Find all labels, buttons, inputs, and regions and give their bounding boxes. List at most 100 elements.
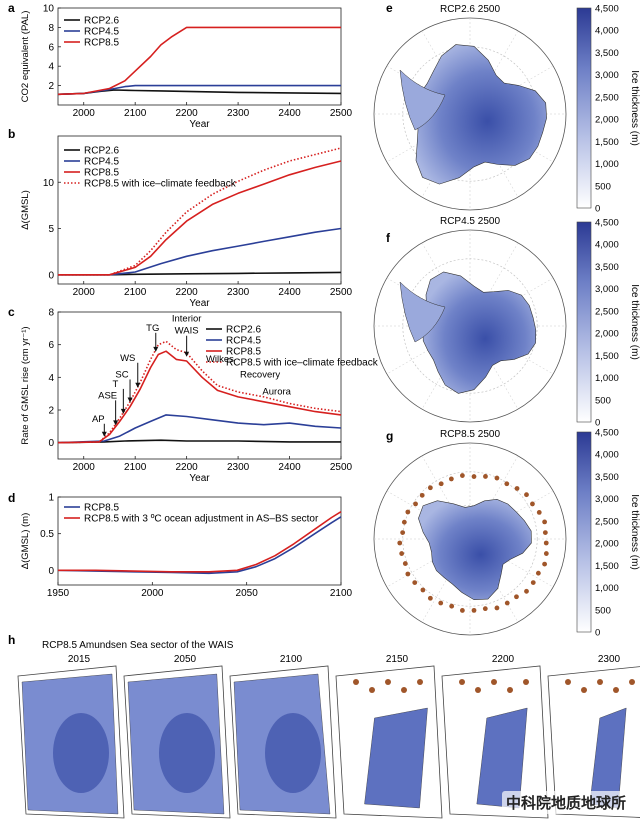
colorbar-tick-label: 4,000 <box>595 240 619 251</box>
annotation-label: TG <box>146 323 159 334</box>
retreated-ice-marker <box>412 580 418 586</box>
map-f: f RCP4.5 2500 0 500 1,000 1,500 2,000 2,500 3,00… <box>373 216 640 429</box>
retreated-ice-marker <box>581 687 587 693</box>
colorbar-tick-label: 2,000 <box>595 539 619 550</box>
series-line-3 <box>58 147 342 276</box>
x-tick-label: 2400 <box>278 108 301 119</box>
annotation-label: SC <box>115 369 128 380</box>
colorbar-label: Ice thickness (m) <box>629 70 640 146</box>
series-line-1 <box>57 414 342 444</box>
retreated-ice-marker <box>405 509 411 515</box>
panel-letter-d: d <box>8 491 15 505</box>
annotation-label: ASE <box>98 390 117 401</box>
sector-year-label: 2150 <box>386 654 409 665</box>
sector-panel-2050: 2050 <box>123 654 231 819</box>
plot-frame <box>57 311 342 460</box>
map-e: e RCP2.6 2500 0 500 1,000 1,500 2,000 2,500 3,00… <box>373 1 640 215</box>
colorbar-tick-label: 3,000 <box>595 284 619 295</box>
annotation-label: WAIS <box>175 326 199 337</box>
retreated-ice-marker <box>385 679 391 685</box>
x-tick-label: 2100 <box>124 108 147 119</box>
series-line-2 <box>57 350 342 444</box>
annotation-label: Wilkes <box>206 354 234 365</box>
colorbar-tick-label: 1,000 <box>595 583 619 594</box>
panel-letter-b: b <box>8 127 15 141</box>
retreated-ice-marker <box>438 600 444 606</box>
colorbar-tick-label: 1,000 <box>595 159 619 170</box>
map-g: g RCP8.5 2500 0 500 1,000 1,500 2,000 2,500 3,00… <box>373 428 640 639</box>
retreated-ice-marker <box>542 530 548 536</box>
retreated-ice-marker <box>419 492 425 498</box>
annotation-label: AP <box>92 414 105 425</box>
colorbar-tick-label: 500 <box>595 395 611 406</box>
x-axis-label: Year <box>189 119 210 130</box>
y-axis-label: CO2 equivalent (PAL) <box>20 11 31 103</box>
retreated-ice-marker <box>543 551 549 556</box>
series-line-2 <box>57 26 341 96</box>
legend-label: RCP4.5 <box>84 27 119 38</box>
sector-panel-2150: 2150 <box>335 654 443 819</box>
panel-letter-g: g <box>386 429 393 443</box>
x-tick-label: 2500 <box>330 287 353 298</box>
retreated-ice-marker <box>401 687 407 693</box>
colorbar-tick-label: 1,500 <box>595 351 619 362</box>
x-tick-label: 2050 <box>236 588 259 599</box>
ice-sheet <box>418 498 532 601</box>
panel-letter-a: a <box>8 1 15 15</box>
x-axis-label: Year <box>189 473 210 484</box>
retreated-ice-marker <box>523 679 529 685</box>
chart-a: a 2000 2100 2200 2300 2400 2500 2 4 6 8 10 Year CO2 e… <box>8 1 353 130</box>
colorbar-tick-label: 1,000 <box>595 373 619 384</box>
chart-d: d 1950 2000 2050 2100 0 0.5 1 Δ(GMSL) (m) RCP8.5R… <box>8 491 353 599</box>
west-antarctic-ice <box>399 281 446 343</box>
sector-year-label: 2015 <box>68 654 91 665</box>
plot-frame <box>57 496 342 586</box>
retreated-ice-marker <box>542 519 548 525</box>
legend-label: RCP2.6 <box>84 16 119 27</box>
colorbar-tick-label: 4,500 <box>595 428 619 439</box>
retreated-ice-marker <box>542 561 548 567</box>
annotation-label: Recovery <box>240 369 280 380</box>
annotation-arrowhead <box>101 431 107 437</box>
annotation-arrowhead <box>184 351 190 357</box>
x-tick-label: 1950 <box>47 588 70 599</box>
colorbar-tick-label: 2,500 <box>595 92 619 103</box>
sector-panel-2200: 2200 <box>441 654 549 819</box>
panel-letter-e: e <box>386 1 393 15</box>
annotation-arrowhead <box>113 420 119 426</box>
colorbar-tick-label: 3,500 <box>595 262 619 273</box>
series-line-0 <box>57 439 341 444</box>
colorbar-label: Ice thickness (m) <box>629 494 640 570</box>
y-tick-label: 0 <box>48 270 54 281</box>
annotation-arrowhead <box>120 408 126 414</box>
retreated-ice-marker <box>459 473 465 478</box>
retreated-ice-marker <box>530 501 535 507</box>
retreated-ice-marker <box>397 540 403 546</box>
colorbar-tick-label: 4,500 <box>595 4 619 15</box>
retreated-ice-marker <box>494 605 500 611</box>
colorbar-tick-label: 3,000 <box>595 70 619 81</box>
annotation-label: Aurora <box>262 386 291 397</box>
sector-panel-2300: 2300 <box>547 654 640 818</box>
y-tick-label: 10 <box>43 178 55 189</box>
ice-maps: e RCP2.6 2500 0 500 1,000 1,500 2,000 2,500 3,00… <box>373 1 640 639</box>
retreated-ice-marker <box>471 607 477 613</box>
annotation-label: WS <box>120 353 135 364</box>
colorbar-tick-label: 0 <box>595 628 600 639</box>
y-axis-label: Rate of GMSL rise (cm yr⁻¹) <box>20 326 31 444</box>
retreated-ice-marker <box>536 510 542 515</box>
y-tick-label: 5 <box>48 224 54 235</box>
retreated-ice-marker <box>438 481 444 487</box>
legend-label: RCP8.5 <box>226 347 261 358</box>
legend-label: RCP8.5 <box>84 503 119 514</box>
x-tick-label: 2100 <box>330 588 353 599</box>
x-tick-label: 2300 <box>227 108 250 119</box>
retreated-ice-marker <box>369 687 375 693</box>
plot-frame <box>57 7 342 106</box>
retreated-ice-marker <box>629 679 635 685</box>
retreated-ice-marker <box>448 476 454 482</box>
x-tick-label: 2300 <box>227 287 250 298</box>
annotation-arrowhead <box>135 382 141 388</box>
